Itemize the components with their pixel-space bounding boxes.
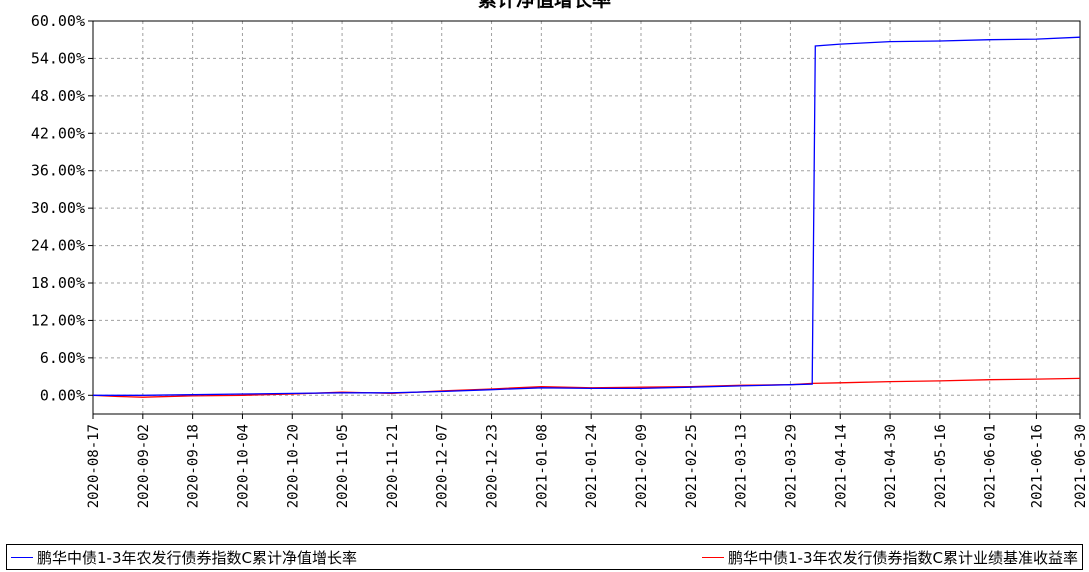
y-axis: 60.00% 54.00% 48.00% 42.00% 36.00% 30.00% 24.0… [31, 12, 93, 404]
y-tick-label: 42.00% [31, 124, 85, 142]
x-tick-label: 2020-10-20 [285, 424, 301, 508]
legend-item-nav-growth: 鹏华中债1-3年农发行债券指数C累计净值增长率 [11, 547, 357, 568]
x-tick-label: 2021-03-29 [783, 424, 799, 508]
x-tick-label: 2020-12-23 [485, 424, 501, 508]
plot-area-frame [92, 20, 1081, 415]
x-tick-label: 2021-02-09 [634, 424, 650, 508]
x-tick-label: 2021-02-25 [684, 424, 700, 508]
legend-item-benchmark: 鹏华中债1-3年农发行债券指数C累计业绩基准收益率 [702, 547, 1078, 568]
y-tick-label: 54.00% [31, 49, 85, 67]
x-tick-label: 2020-11-05 [335, 424, 351, 508]
x-tick-label: 2021-01-24 [584, 424, 600, 508]
legend-label-benchmark: 鹏华中债1-3年农发行债券指数C累计业绩基准收益率 [728, 548, 1078, 567]
y-tick-label: 24.00% [31, 237, 85, 255]
x-tick-label: 2020-11-21 [385, 424, 401, 508]
y-tick-label: 48.00% [31, 87, 85, 105]
legend-label-nav-growth: 鹏华中债1-3年农发行债券指数C累计净值增长率 [37, 548, 357, 567]
chart-title: 累计净值增长率 [477, 0, 611, 11]
x-tick-label: 2020-09-18 [186, 424, 202, 508]
x-tick-label: 2020-10-04 [235, 424, 251, 508]
x-tick-label: 2021-04-30 [883, 424, 899, 508]
x-tick-label: 2021-06-01 [983, 424, 999, 508]
x-tick-label: 2021-05-16 [933, 424, 949, 508]
legend: 鹏华中债1-3年农发行债券指数C累计净值增长率 鹏华中债1-3年农发行债券指数C… [6, 544, 1083, 570]
x-tick-label: 2020-12-07 [435, 424, 451, 508]
x-tick-label: 2020-08-17 [86, 424, 102, 508]
y-tick-label: 6.00% [40, 349, 85, 367]
y-tick-label: 18.00% [31, 274, 85, 292]
x-tick-label: 2021-04-14 [833, 424, 849, 508]
x-tick-label: 2021-06-30 [1073, 424, 1089, 508]
y-tick-label: 60.00% [31, 12, 85, 30]
x-tick-label: 2020-09-02 [136, 424, 152, 508]
line-chart: 60.00% 54.00% 48.00% 42.00% 36.00% 30.00% 24.0… [31, 12, 1089, 508]
legend-swatch-blue [11, 556, 33, 558]
series-lines [92, 36, 1081, 398]
legend-swatch-red [702, 556, 725, 558]
x-tick-label: 2021-06-16 [1029, 424, 1045, 508]
x-axis: 2020-08-17 2020-09-02 2020-09-18 2020-10-04… [86, 414, 1089, 508]
y-tick-label: 0.00% [40, 386, 85, 404]
y-tick-label: 30.00% [31, 199, 85, 217]
y-tick-label: 12.00% [31, 311, 85, 329]
x-tick-label: 2021-03-13 [734, 424, 750, 508]
y-tick-label: 36.00% [31, 162, 85, 180]
x-tick-label: 2021-01-08 [534, 424, 550, 508]
series-line [93, 36, 1081, 396]
grid-lines [92, 20, 1081, 414]
